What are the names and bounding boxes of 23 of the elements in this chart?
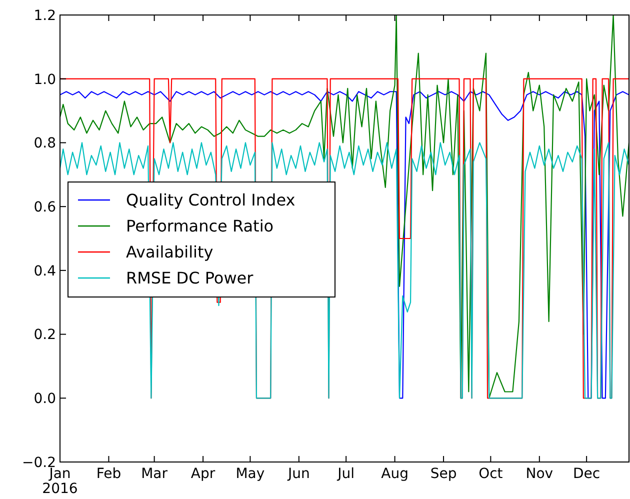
x-tick-label: May (236, 466, 265, 482)
legend-label: Availability (126, 242, 214, 262)
y-tick-label: 0.2 (34, 327, 56, 344)
y-tick-label: 0.4 (34, 263, 56, 280)
x-tick-label: Feb (96, 466, 122, 482)
x-tick-label: Oct (478, 466, 504, 482)
x-tick-label: Jun (286, 466, 310, 482)
line-series (60, 15, 629, 399)
x-tick-label: Aug (381, 466, 408, 482)
legend-label: Performance Ratio (126, 216, 274, 236)
x-tick-label: Mar (141, 466, 168, 482)
x-tick-label: Jul (336, 466, 355, 482)
y-tick-label: 0.6 (34, 199, 56, 216)
legend-label: Quality Control Index (126, 190, 296, 210)
x-tick-label: Dec (573, 466, 600, 482)
x-tick-label: Nov (526, 466, 554, 482)
legend-label: RMSE DC Power (126, 268, 254, 288)
x-tick-label: Apr (190, 466, 216, 482)
x-tick-label: Sep (430, 466, 457, 482)
y-tick-label: 1.0 (34, 72, 56, 88)
y-tick-label: 1.2 (34, 8, 56, 24)
y-tick-label: 0.8 (34, 136, 56, 152)
y-tick-label: 0.0 (34, 391, 56, 408)
